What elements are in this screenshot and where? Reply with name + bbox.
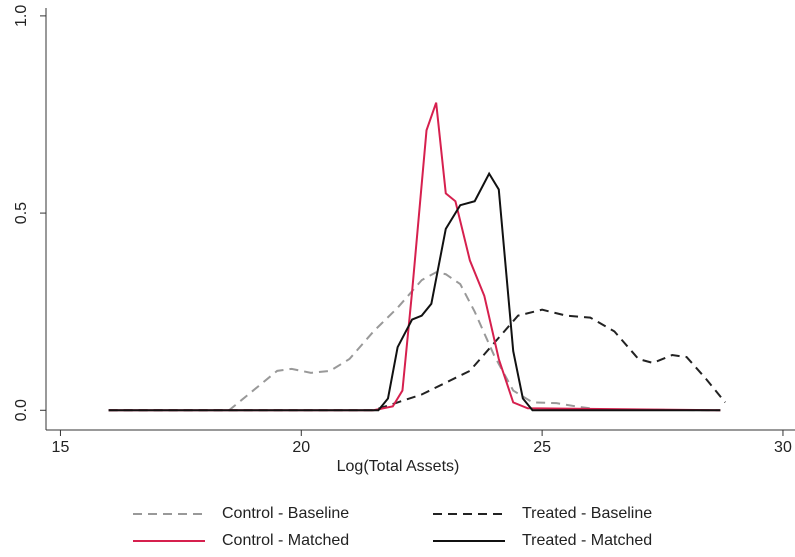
x-tick-label: 30 <box>774 439 792 456</box>
y-tick-label: 0.5 <box>13 202 30 224</box>
legend-label: Control - Matched <box>222 532 349 549</box>
x-axis-title: Log(Total Assets) <box>337 458 460 475</box>
y-tick-label: 1.0 <box>13 5 30 27</box>
y-tick-label: 0.0 <box>13 399 30 421</box>
legend-label: Control - Baseline <box>222 505 349 522</box>
series-line <box>108 102 721 412</box>
series-line <box>108 308 726 412</box>
series-line <box>108 171 721 412</box>
legend-label: Treated - Baseline <box>522 505 652 522</box>
series-line <box>108 271 721 412</box>
x-tick-label: 25 <box>533 439 551 456</box>
legend-label: Treated - Matched <box>522 532 652 549</box>
x-tick-label: 20 <box>292 439 310 456</box>
x-tick-label: 15 <box>52 439 70 456</box>
